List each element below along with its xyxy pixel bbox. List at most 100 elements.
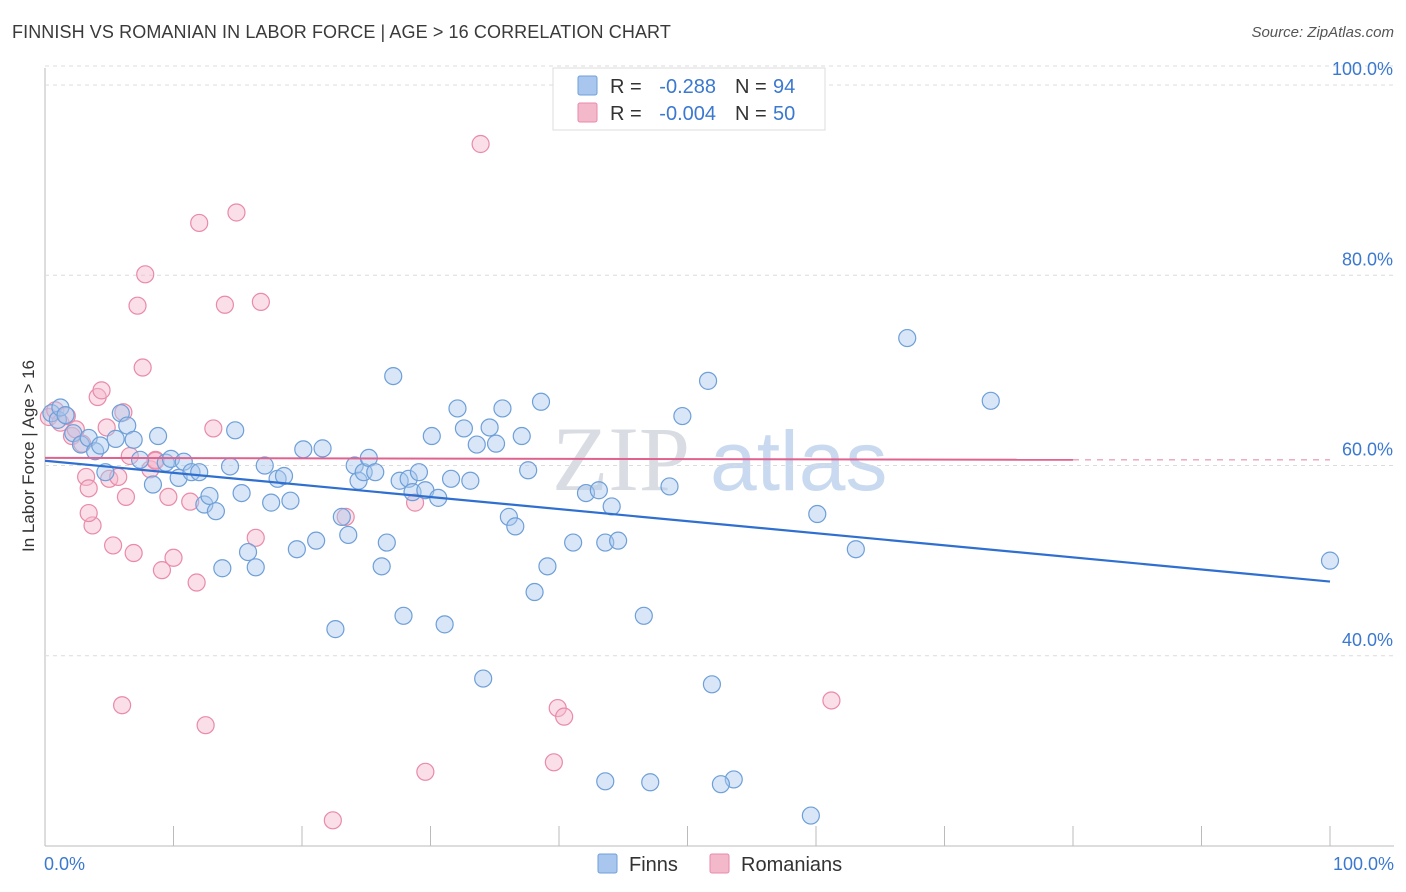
finns-point bbox=[486, 434, 506, 453]
finns-point bbox=[326, 620, 345, 639]
finns-point bbox=[673, 406, 692, 426]
y-tick-label: 100.0% bbox=[1332, 59, 1393, 79]
finns-point bbox=[246, 558, 265, 577]
romanians-point bbox=[136, 265, 155, 284]
finns-point bbox=[467, 435, 486, 454]
finns-point bbox=[372, 557, 391, 576]
romanians-point bbox=[555, 707, 574, 726]
finns-point bbox=[589, 481, 608, 500]
finns-point bbox=[130, 450, 150, 469]
finns-point bbox=[294, 440, 313, 459]
finns-points bbox=[42, 75, 1340, 825]
romanians-point bbox=[215, 295, 234, 314]
finns-point bbox=[255, 456, 274, 475]
finns-point bbox=[531, 392, 551, 411]
finns-point bbox=[711, 775, 731, 794]
finns-point bbox=[390, 471, 409, 490]
romanians-point bbox=[79, 503, 98, 523]
romanians-point bbox=[246, 528, 265, 547]
finns-point bbox=[461, 471, 480, 490]
romanians-point bbox=[204, 419, 223, 438]
legend-box bbox=[552, 67, 826, 131]
romanians-point bbox=[124, 543, 143, 563]
bottom-legend-romanians-label: Romanians bbox=[741, 854, 842, 876]
watermark: ZIP atlas bbox=[552, 408, 887, 510]
y-tick-label: 80.0% bbox=[1342, 249, 1393, 269]
watermark-atlas: atlas bbox=[710, 414, 887, 508]
finns-point bbox=[274, 466, 294, 486]
romanians-point bbox=[128, 296, 147, 315]
finns-point bbox=[332, 507, 351, 526]
romanians-point bbox=[152, 561, 172, 580]
finns-point bbox=[91, 436, 110, 455]
romanians-point bbox=[336, 507, 355, 526]
finns-point bbox=[506, 517, 525, 536]
series-legend: Finns Romanians bbox=[597, 853, 842, 876]
finns-point bbox=[898, 328, 917, 348]
romanians-point bbox=[164, 548, 183, 567]
finns-point bbox=[634, 606, 653, 625]
romanians-point bbox=[104, 536, 123, 555]
finns-point bbox=[42, 404, 61, 423]
finns-point bbox=[226, 421, 245, 440]
finns-point bbox=[1320, 551, 1340, 570]
finns-point bbox=[808, 504, 827, 524]
romanians-point bbox=[416, 762, 435, 781]
finns-point bbox=[339, 525, 358, 545]
legend-n-label-finns: N = bbox=[735, 76, 767, 98]
finns-point bbox=[609, 531, 628, 550]
finns-point bbox=[499, 507, 518, 526]
legend-n-value-romanians: 50 bbox=[773, 103, 795, 125]
correlation-legend: R = -0.288 N = 94 R = -0.004 N = 50 bbox=[552, 67, 826, 131]
romanians-point bbox=[227, 203, 246, 222]
finns-point bbox=[384, 366, 403, 386]
legend-romanians-swatch bbox=[577, 102, 598, 123]
romanians-point bbox=[77, 467, 96, 487]
finns-point bbox=[148, 426, 168, 446]
finns-point bbox=[394, 606, 413, 625]
romanians-point bbox=[159, 487, 178, 507]
romanians-point bbox=[133, 358, 152, 377]
finns-point bbox=[56, 405, 75, 425]
finns-point bbox=[480, 418, 499, 437]
finns-point bbox=[641, 773, 660, 792]
x-ticks bbox=[44, 826, 1331, 846]
finns-point bbox=[182, 463, 201, 482]
romanians-point bbox=[112, 696, 132, 715]
x-tick-label-max: 100.0% bbox=[1333, 854, 1394, 874]
finns-point bbox=[262, 493, 281, 512]
bottom-legend-romanians-swatch bbox=[709, 853, 730, 874]
finns-point bbox=[213, 559, 232, 578]
legend-n-value-finns: 94 bbox=[773, 76, 795, 98]
romanians-point bbox=[181, 492, 200, 511]
finns-point bbox=[345, 456, 364, 475]
finns-point bbox=[307, 531, 326, 550]
finns-point bbox=[702, 675, 722, 694]
finns-point bbox=[313, 439, 332, 458]
romanians-point bbox=[92, 381, 111, 400]
legend-r-value-finns: -0.288 bbox=[659, 76, 716, 98]
finns-point bbox=[287, 540, 306, 559]
trend-lines bbox=[44, 456, 1331, 583]
legend-r-label-finns: R = bbox=[610, 76, 642, 98]
romanians-point bbox=[196, 716, 215, 735]
finns-point bbox=[190, 463, 209, 482]
finns-point bbox=[538, 557, 557, 576]
bottom-legend-finns-label: Finns bbox=[629, 854, 678, 876]
romanians-trend-line bbox=[44, 456, 1074, 461]
finns-point bbox=[232, 483, 251, 503]
finns-point bbox=[596, 772, 615, 791]
finns-point bbox=[602, 497, 621, 516]
finns-point bbox=[519, 461, 538, 480]
finns-point bbox=[281, 491, 300, 510]
romanians-point bbox=[190, 213, 209, 233]
legend-n-label-romanians: N = bbox=[735, 103, 767, 125]
finns-point bbox=[474, 669, 493, 688]
finns-point bbox=[124, 430, 143, 449]
romanians-point bbox=[187, 573, 206, 592]
finns-point bbox=[195, 495, 214, 514]
y-tick-labels: 40.0% 60.0% 80.0% 100.0% bbox=[1332, 59, 1393, 650]
finns-point bbox=[698, 371, 718, 390]
finns-point bbox=[564, 533, 583, 552]
